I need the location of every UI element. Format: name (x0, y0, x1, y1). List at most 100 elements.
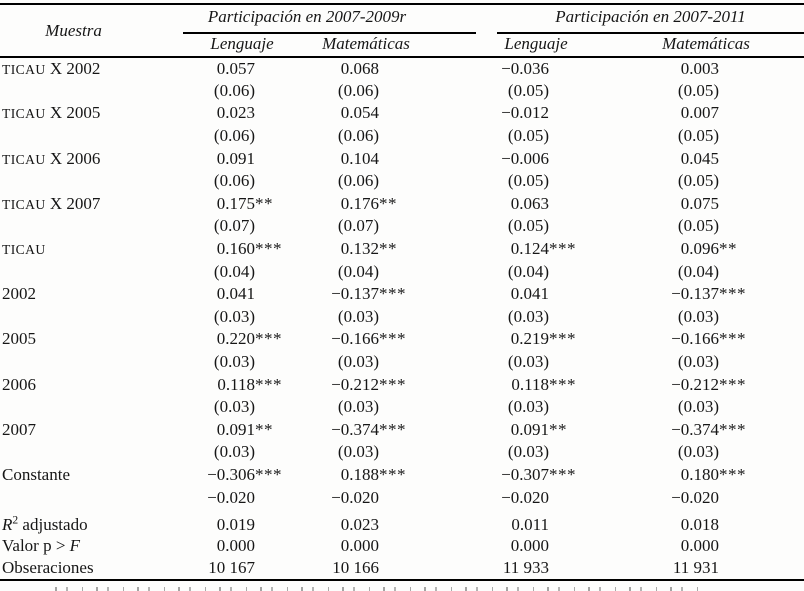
value-cell: (0.04) (507, 261, 549, 281)
value-cell: (0.03) (337, 397, 379, 417)
value-cell: (0.07) (337, 216, 379, 236)
row-label: TICAU X 2002 (2, 58, 101, 78)
se-row: (0.06) (0.06) (0.05) (0.05) (0, 125, 804, 148)
row-label: TICAU X 2005 (2, 103, 101, 123)
cropped-footnote-remnant (55, 587, 703, 591)
value-cell: (0.06) (213, 126, 255, 146)
filler-cell (771, 170, 804, 193)
se-row: (0.07) (0.07) (0.05) (0.05) (0, 215, 804, 238)
filler-cell (771, 396, 804, 419)
value-cell: 0.124*** (510, 239, 576, 259)
value-cell: 0.175** (216, 193, 273, 213)
value-cell: (0.06) (337, 80, 379, 100)
value-cell: 0.057 (216, 58, 255, 78)
row-label (0, 441, 183, 464)
value-cell: (0.03) (677, 306, 719, 326)
value-cell: 0.019 (216, 514, 255, 534)
row-label (0, 80, 183, 103)
se-row: (0.06) (0.06) (0.05) (0.05) (0, 170, 804, 193)
value-cell: −0.012 (501, 103, 549, 123)
value-cell: (0.03) (337, 352, 379, 372)
value-cell: 0.045 (680, 148, 719, 168)
row-label (0, 260, 183, 283)
value-cell: 0.176** (340, 193, 397, 213)
value-cell: (0.05) (677, 171, 719, 191)
value-cell: −0.374*** (331, 419, 406, 439)
filler-cell (771, 306, 804, 329)
value-cell: (0.03) (507, 306, 549, 326)
filler-cell (771, 147, 804, 170)
value-cell: (0.03) (507, 442, 549, 462)
value-cell: −0.166*** (331, 329, 406, 349)
value-cell: 0.220*** (216, 329, 282, 349)
regression-results-table: Muestra Participación en 2007-2009r Part… (0, 3, 804, 582)
row-label (0, 486, 183, 509)
value-cell: (0.05) (677, 80, 719, 100)
value-cell: −0.020 (501, 487, 549, 507)
value-cell: (0.03) (677, 397, 719, 417)
filler-cell (771, 509, 804, 535)
value-cell: 0.041 (510, 284, 549, 304)
value-cell: (0.05) (507, 216, 549, 236)
filler-cell (771, 125, 804, 148)
table-row: 2002 0.041 −0.137*** 0.041 −0.137*** (0, 283, 804, 306)
value-cell: −0.212*** (331, 374, 406, 394)
value-cell: −0.020 (331, 487, 379, 507)
value-cell: 10 167 (183, 557, 301, 582)
table-header: Muestra Participación en 2007-2009r Part… (0, 4, 804, 58)
value-cell: −0.374*** (671, 419, 746, 439)
value-cell: 0.132** (340, 239, 397, 259)
value-cell: −0.307*** (501, 464, 576, 484)
filler-cell (771, 464, 804, 487)
group2-underline-rule (497, 32, 804, 34)
filler-cell (771, 373, 804, 396)
se-row: (0.04) (0.04) (0.04) (0.04) (0, 260, 804, 283)
value-cell: 0.000 (340, 536, 379, 556)
filler-cell (771, 419, 804, 442)
table-row: TICAU X 2005 0.023 0.054 −0.012 0.007 (0, 102, 804, 125)
value-cell: (0.06) (213, 80, 255, 100)
se-row: (0.03) (0.03) (0.03) (0.03) (0, 441, 804, 464)
value-cell: (0.03) (337, 306, 379, 326)
filler-cell (771, 486, 804, 509)
group-header-participacion-2007-2011: Participación en 2007-2011 (555, 7, 746, 26)
filler-cell (771, 260, 804, 283)
value-cell: −0.036 (501, 58, 549, 78)
value-cell: (0.06) (337, 171, 379, 191)
value-cell: (0.03) (213, 306, 255, 326)
filler-cell (771, 557, 804, 582)
value-cell: 0.063 (510, 193, 549, 213)
table-row: 2006 0.118*** −0.212*** 0.118*** −0.212*** (0, 373, 804, 396)
se-row: (0.03) (0.03) (0.03) (0.03) (0, 396, 804, 419)
row-label: 2005 (2, 329, 36, 349)
value-cell: 0.091** (510, 419, 567, 439)
value-cell: 0.000 (510, 536, 549, 556)
value-cell: 0.068 (340, 58, 379, 78)
value-cell: (0.05) (507, 126, 549, 146)
row-label (0, 351, 183, 374)
value-cell: 0.160*** (216, 239, 282, 259)
value-cell: 0.018 (680, 514, 719, 534)
value-cell: −0.137*** (331, 284, 406, 304)
filler-cell (771, 238, 804, 261)
value-cell: (0.05) (677, 126, 719, 146)
value-cell: 0.023 (216, 103, 255, 123)
filler-cell (771, 441, 804, 464)
row-label: Constante (2, 464, 70, 484)
value-cell: 0.003 (680, 58, 719, 78)
value-cell: (0.03) (507, 397, 549, 417)
row-label: TICAU X 2006 (2, 148, 101, 168)
value-cell: (0.03) (677, 352, 719, 372)
value-cell: 0.075 (680, 193, 719, 213)
filler-cell (771, 283, 804, 306)
value-cell: (0.03) (337, 442, 379, 462)
value-cell: (0.05) (677, 216, 719, 236)
value-cell: (0.06) (213, 171, 255, 191)
row-label: 2002 (2, 284, 36, 304)
value-cell: 0.023 (340, 514, 379, 534)
corner-header-muestra: Muestra (0, 4, 183, 58)
value-cell: 0.091** (216, 419, 273, 439)
value-cell: (0.05) (507, 80, 549, 100)
table-row: R2 adjustado 0.019 0.023 0.011 0.018 (0, 509, 804, 535)
